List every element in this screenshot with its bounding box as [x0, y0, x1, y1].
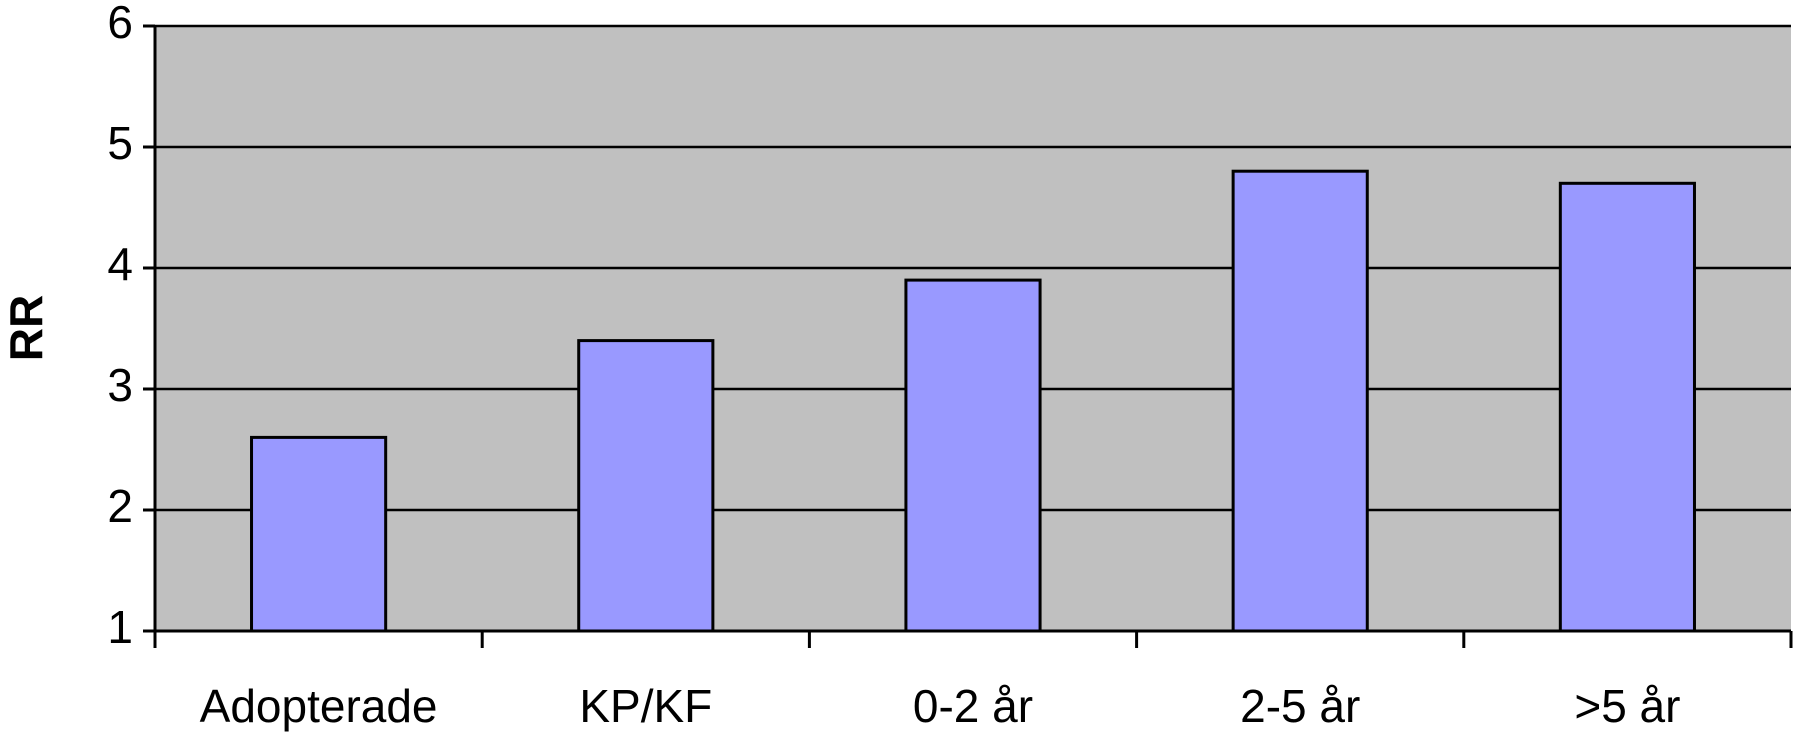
y-axis-label: RR — [0, 295, 52, 361]
bar — [1231, 169, 1369, 633]
y-tick-label: 6 — [107, 0, 133, 48]
x-tick-label: 0-2 år — [913, 680, 1033, 732]
y-tick-label: 5 — [107, 117, 133, 169]
x-tick-label: 2-5 år — [1240, 680, 1360, 732]
x-tick-label: Adopterade — [200, 680, 438, 732]
bar — [250, 435, 388, 633]
y-tick-label: 2 — [107, 480, 133, 532]
bar — [1558, 181, 1696, 633]
x-tick-label: KP/KF — [579, 680, 712, 732]
y-tick-label: 3 — [107, 359, 133, 411]
y-tick-label: 1 — [107, 601, 133, 653]
bar — [904, 278, 1042, 633]
x-tick-label: >5 år — [1574, 680, 1680, 732]
y-tick-label: 4 — [107, 238, 133, 290]
bar — [577, 339, 715, 633]
